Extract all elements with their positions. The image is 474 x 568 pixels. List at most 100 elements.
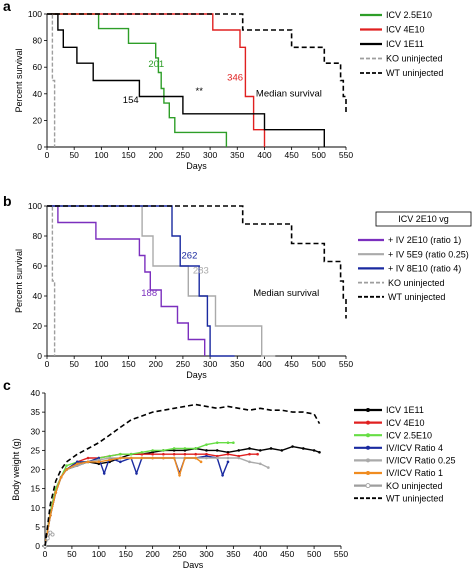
x-tick-label: 500 <box>312 150 326 160</box>
y-tick-label: 0 <box>37 351 42 361</box>
y-tick-label: 5 <box>35 522 40 532</box>
data-point <box>86 456 90 460</box>
x-tick-label: 200 <box>146 549 160 559</box>
series-line--iv-5e9-ratio-0-25- <box>47 205 276 357</box>
series-line-ko-uninjected <box>47 205 56 356</box>
y-tick-label: 60 <box>33 62 43 72</box>
data-point <box>205 456 208 460</box>
x-tick-label: 350 <box>226 549 240 559</box>
legend-marker <box>366 445 370 450</box>
legend-marker <box>366 420 370 425</box>
legend-label: ICV 2.5E10 <box>386 430 432 440</box>
y-tick-label: 80 <box>33 36 43 46</box>
data-point <box>108 456 111 460</box>
data-point <box>102 472 106 475</box>
legend: ICV 1E11 ICV 4E10 ICV 2.5E10 IV/ICV Ratio 4… <box>354 405 456 503</box>
data-point <box>75 464 79 467</box>
y-tick-label: 40 <box>33 89 43 99</box>
legend-label: WT uninjected <box>386 493 443 503</box>
x-tick-label: 150 <box>121 359 135 369</box>
legend-marker <box>366 458 370 463</box>
y-tick-label: 60 <box>33 261 43 271</box>
legend: ICV 2E10 vg + IV 2E10 (ratio 1) + IV 5E9 (… <box>358 211 472 302</box>
legend-label: ICV 4E10 <box>386 418 425 428</box>
annotation: 283 <box>193 266 209 277</box>
y-tick-label: 100 <box>28 9 42 19</box>
annotation: ** <box>196 86 204 97</box>
y-tick-label: 20 <box>33 115 43 125</box>
x-tick-label: 50 <box>69 359 79 369</box>
data-point <box>172 456 176 460</box>
data-point <box>194 452 197 456</box>
data-point <box>205 452 208 456</box>
data-point <box>119 460 122 464</box>
series-line--iv-8e10-ratio-4- <box>47 205 235 357</box>
data-point <box>129 456 133 460</box>
y-tick-label: 100 <box>28 201 42 211</box>
data-point <box>205 449 208 452</box>
data-point <box>151 456 154 460</box>
annotation: 201 <box>148 59 164 70</box>
legend: ICV 2.5E10 ICV 4E10 ICV 1E11 KO uninjected W… <box>360 10 443 78</box>
data-point <box>97 456 101 460</box>
data-point <box>119 452 122 456</box>
legend-label: + IV 8E10 (ratio 4) <box>388 264 461 274</box>
annotation: 346 <box>227 73 243 84</box>
data-point <box>237 456 241 460</box>
data-point <box>237 454 241 458</box>
data-point <box>215 454 219 458</box>
annotation: 262 <box>182 251 198 262</box>
series-line-wt-uninjected <box>47 205 347 319</box>
data-point <box>248 452 251 456</box>
legend-marker <box>366 433 370 438</box>
series-line-wt-uninjected <box>47 13 347 114</box>
x-tick-label: 550 <box>339 359 353 369</box>
data-point <box>140 450 144 454</box>
x-tick-label: 200 <box>149 150 163 160</box>
data-point <box>49 514 52 517</box>
series-line-icv-2-5e10 <box>47 13 228 147</box>
x-tick-label: 550 <box>334 549 348 559</box>
x-tick-label: 450 <box>285 150 299 160</box>
legend-label: KO uninjected <box>386 481 443 491</box>
y-tick-label: 80 <box>33 231 43 241</box>
x-tick-label: 50 <box>69 150 79 160</box>
legend-label: ICV 1E11 <box>386 405 424 415</box>
data-point <box>178 473 181 477</box>
data-point <box>256 452 259 456</box>
x-tick-label: 300 <box>203 359 217 369</box>
y-axis-title: Body weight (g) <box>11 438 21 501</box>
data-point <box>312 449 316 452</box>
x-tick-label: 0 <box>45 150 50 160</box>
data-point <box>151 450 154 454</box>
data-point <box>183 447 187 450</box>
x-axis-title: Days <box>186 161 207 171</box>
data-point <box>108 458 111 462</box>
legend-label: + IV 5E9 (ratio 0.25) <box>388 249 469 259</box>
data-point <box>267 466 270 469</box>
data-point <box>75 460 79 464</box>
data-point <box>97 462 101 466</box>
x-tick-label: 250 <box>176 359 190 369</box>
data-point <box>226 460 230 464</box>
data-point <box>269 447 273 450</box>
x-tick-label: 350 <box>230 359 244 369</box>
x-tick-label: 400 <box>253 549 267 559</box>
legend-title: ICV 2E10 vg <box>398 214 449 224</box>
x-tick-label: 450 <box>285 359 299 369</box>
data-point <box>248 460 251 464</box>
data-point <box>97 460 101 464</box>
annotation: 154 <box>123 95 139 106</box>
annotation: Median survival <box>256 88 322 99</box>
x-tick-label: 150 <box>119 549 133 559</box>
x-tick-label: 300 <box>199 549 213 559</box>
x-tick-label: 450 <box>280 549 294 559</box>
data-point <box>162 449 165 452</box>
annotation: Median survival <box>253 288 319 299</box>
data-point <box>237 449 241 452</box>
x-tick-label: 250 <box>176 150 190 160</box>
x-tick-label: 50 <box>67 549 77 559</box>
annotation: 188 <box>141 288 157 299</box>
y-tick-label: 40 <box>31 388 41 398</box>
